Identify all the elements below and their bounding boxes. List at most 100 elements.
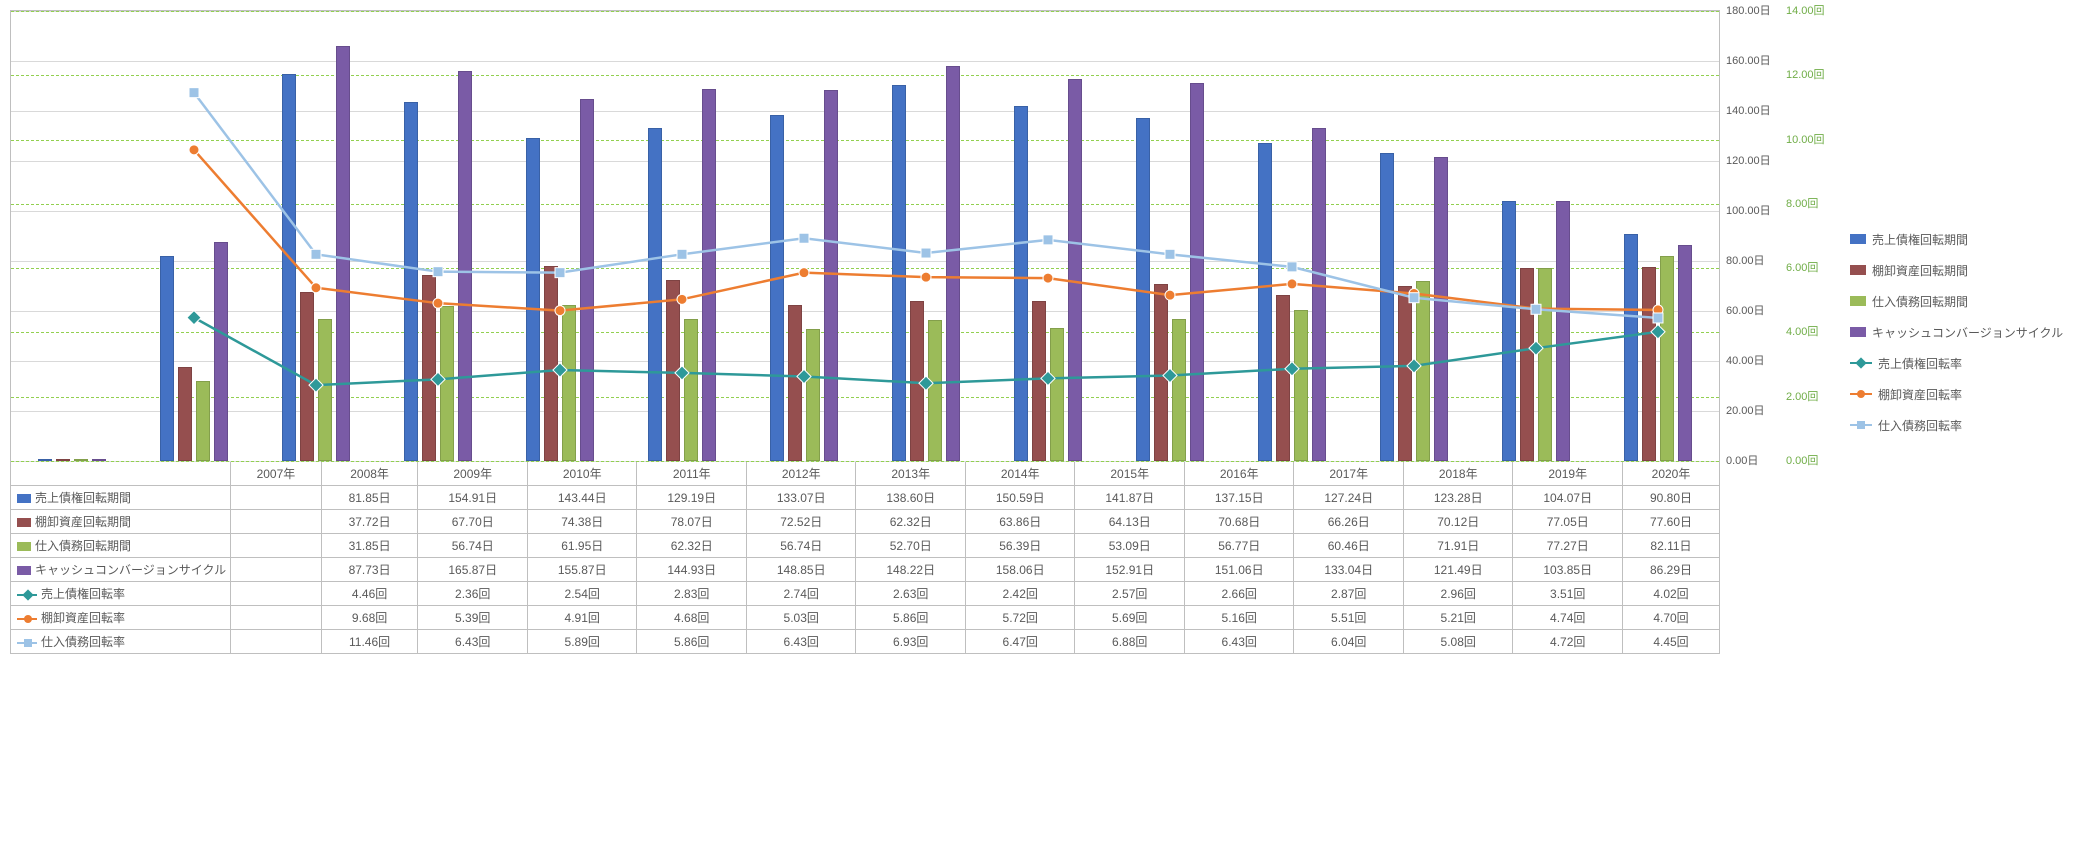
bar-sales_receivable_days [404,102,418,461]
data-cell: 81.85日 [321,486,418,510]
legend-item: キャッシュコンバージョンサイクル [1850,324,2070,341]
data-cell: 6.43回 [746,630,856,654]
bar-payable_days [562,305,576,461]
data-cell: 123.28日 [1403,486,1513,510]
data-cell: 5.86回 [637,630,747,654]
y-tick-days: 120.00日 [1726,152,1771,168]
data-cell: 5.21回 [1403,606,1513,630]
data-cell: 4.74回 [1513,606,1623,630]
bar-payable_days [74,459,88,461]
bar-payable_days [1172,319,1186,461]
bar-payable_days [928,320,942,461]
data-cell: 71.91日 [1403,534,1513,558]
bar-sales_receivable_days [892,85,906,461]
y-tick-turns: 2.00回 [1786,388,1818,404]
bar-ccc [1434,157,1448,461]
data-cell: 66.26日 [1294,510,1404,534]
data-cell [231,510,322,534]
data-cell: 141.87日 [1075,486,1185,510]
data-cell: 2.74回 [746,582,856,606]
bar-inventory_days [910,301,924,461]
y-tick-turns: 14.00回 [1786,2,1825,18]
data-cell: 121.49日 [1403,558,1513,582]
bar-payable_days [1660,256,1674,461]
data-cell: 6.47回 [965,630,1075,654]
y-axis-left-days: 0.00日20.00日40.00日60.00日80.00日100.00日120.… [1720,10,1780,460]
data-cell: 77.05日 [1513,510,1623,534]
data-cell: 154.91日 [418,486,528,510]
data-cell: 72.52日 [746,510,856,534]
bar-payable_days [1294,310,1308,461]
bar-sales_receivable_days [1380,153,1394,461]
data-cell [231,582,322,606]
data-cell: 127.24日 [1294,486,1404,510]
data-cell: 2.63回 [856,582,966,606]
legend-item: 売上債権回転率 [1850,355,2070,372]
data-cell: 165.87日 [418,558,528,582]
data-cell: 148.22日 [856,558,966,582]
bar-payable_days [196,381,210,461]
bar-payable_days [1416,281,1430,461]
y-tick-turns: 12.00回 [1786,66,1825,82]
data-cell: 4.46回 [321,582,418,606]
series-name-cell: 棚卸資産回転率 [11,606,231,630]
year-header: 2010年 [527,462,637,486]
bar-inventory_days [1642,267,1656,461]
data-cell: 2.54回 [527,582,637,606]
data-cell: 56.74日 [746,534,856,558]
data-cell: 6.43回 [1184,630,1294,654]
data-cell: 104.07日 [1513,486,1623,510]
bar-sales_receivable_days [1014,106,1028,461]
data-cell: 133.04日 [1294,558,1404,582]
series-name-cell: キャッシュコンバージョンサイクル [11,558,231,582]
data-cell: 52.70日 [856,534,966,558]
table-row: 仕入債務回転率11.46回6.43回5.89回5.86回6.43回6.93回6.… [11,630,1720,654]
y-tick-days: 140.00日 [1726,102,1771,118]
data-cell: 155.87日 [527,558,637,582]
data-cell: 133.07日 [746,486,856,510]
legend-label: キャッシュコンバージョンサイクル [1872,324,2063,341]
data-cell: 4.45回 [1622,630,1719,654]
bar-group [865,11,987,461]
bar-group [1475,11,1597,461]
data-cell: 143.44日 [527,486,637,510]
data-cell: 4.91回 [527,606,637,630]
legend-item: 売上債権回転期間 [1850,231,2070,248]
table-row: 仕入債務回転期間31.85日56.74日61.95日62.32日56.74日52… [11,534,1720,558]
series-label: 棚卸資産回転期間 [35,515,131,529]
plot-area [10,10,1720,461]
year-header: 2008年 [321,462,418,486]
bar-group [987,11,1109,461]
year-header: 2012年 [746,462,856,486]
bar-inventory_days [300,292,314,461]
bar-sales_receivable_days [38,459,52,461]
data-cell: 4.70回 [1622,606,1719,630]
series-name-cell: 売上債権回転率 [11,582,231,606]
data-cell: 62.32日 [856,510,966,534]
y-tick-days: 20.00日 [1726,402,1765,418]
bar-sales_receivable_days [1258,143,1272,461]
series-label: 仕入債務回転期間 [35,539,131,553]
bar-sales_receivable_days [160,256,174,461]
data-cell: 148.85日 [746,558,856,582]
data-cell: 3.51回 [1513,582,1623,606]
bar-ccc [580,99,594,461]
data-cell: 152.91日 [1075,558,1185,582]
bar-payable_days [1050,328,1064,461]
bar-group [743,11,865,461]
data-cell: 2.83回 [637,582,747,606]
data-cell [231,606,322,630]
data-cell: 6.04回 [1294,630,1404,654]
legend-label: 棚卸資産回転率 [1878,386,1962,403]
y-tick-days: 100.00日 [1726,202,1771,218]
data-cell: 2.57回 [1075,582,1185,606]
bar-inventory_days [544,266,558,461]
data-cell [231,558,322,582]
data-cell: 70.68日 [1184,510,1294,534]
bar-inventory_days [1398,286,1412,461]
data-cell: 64.13日 [1075,510,1185,534]
data-cell: 9.68回 [321,606,418,630]
data-cell: 61.95日 [527,534,637,558]
bar-ccc [92,459,106,461]
bar-payable_days [1538,268,1552,461]
